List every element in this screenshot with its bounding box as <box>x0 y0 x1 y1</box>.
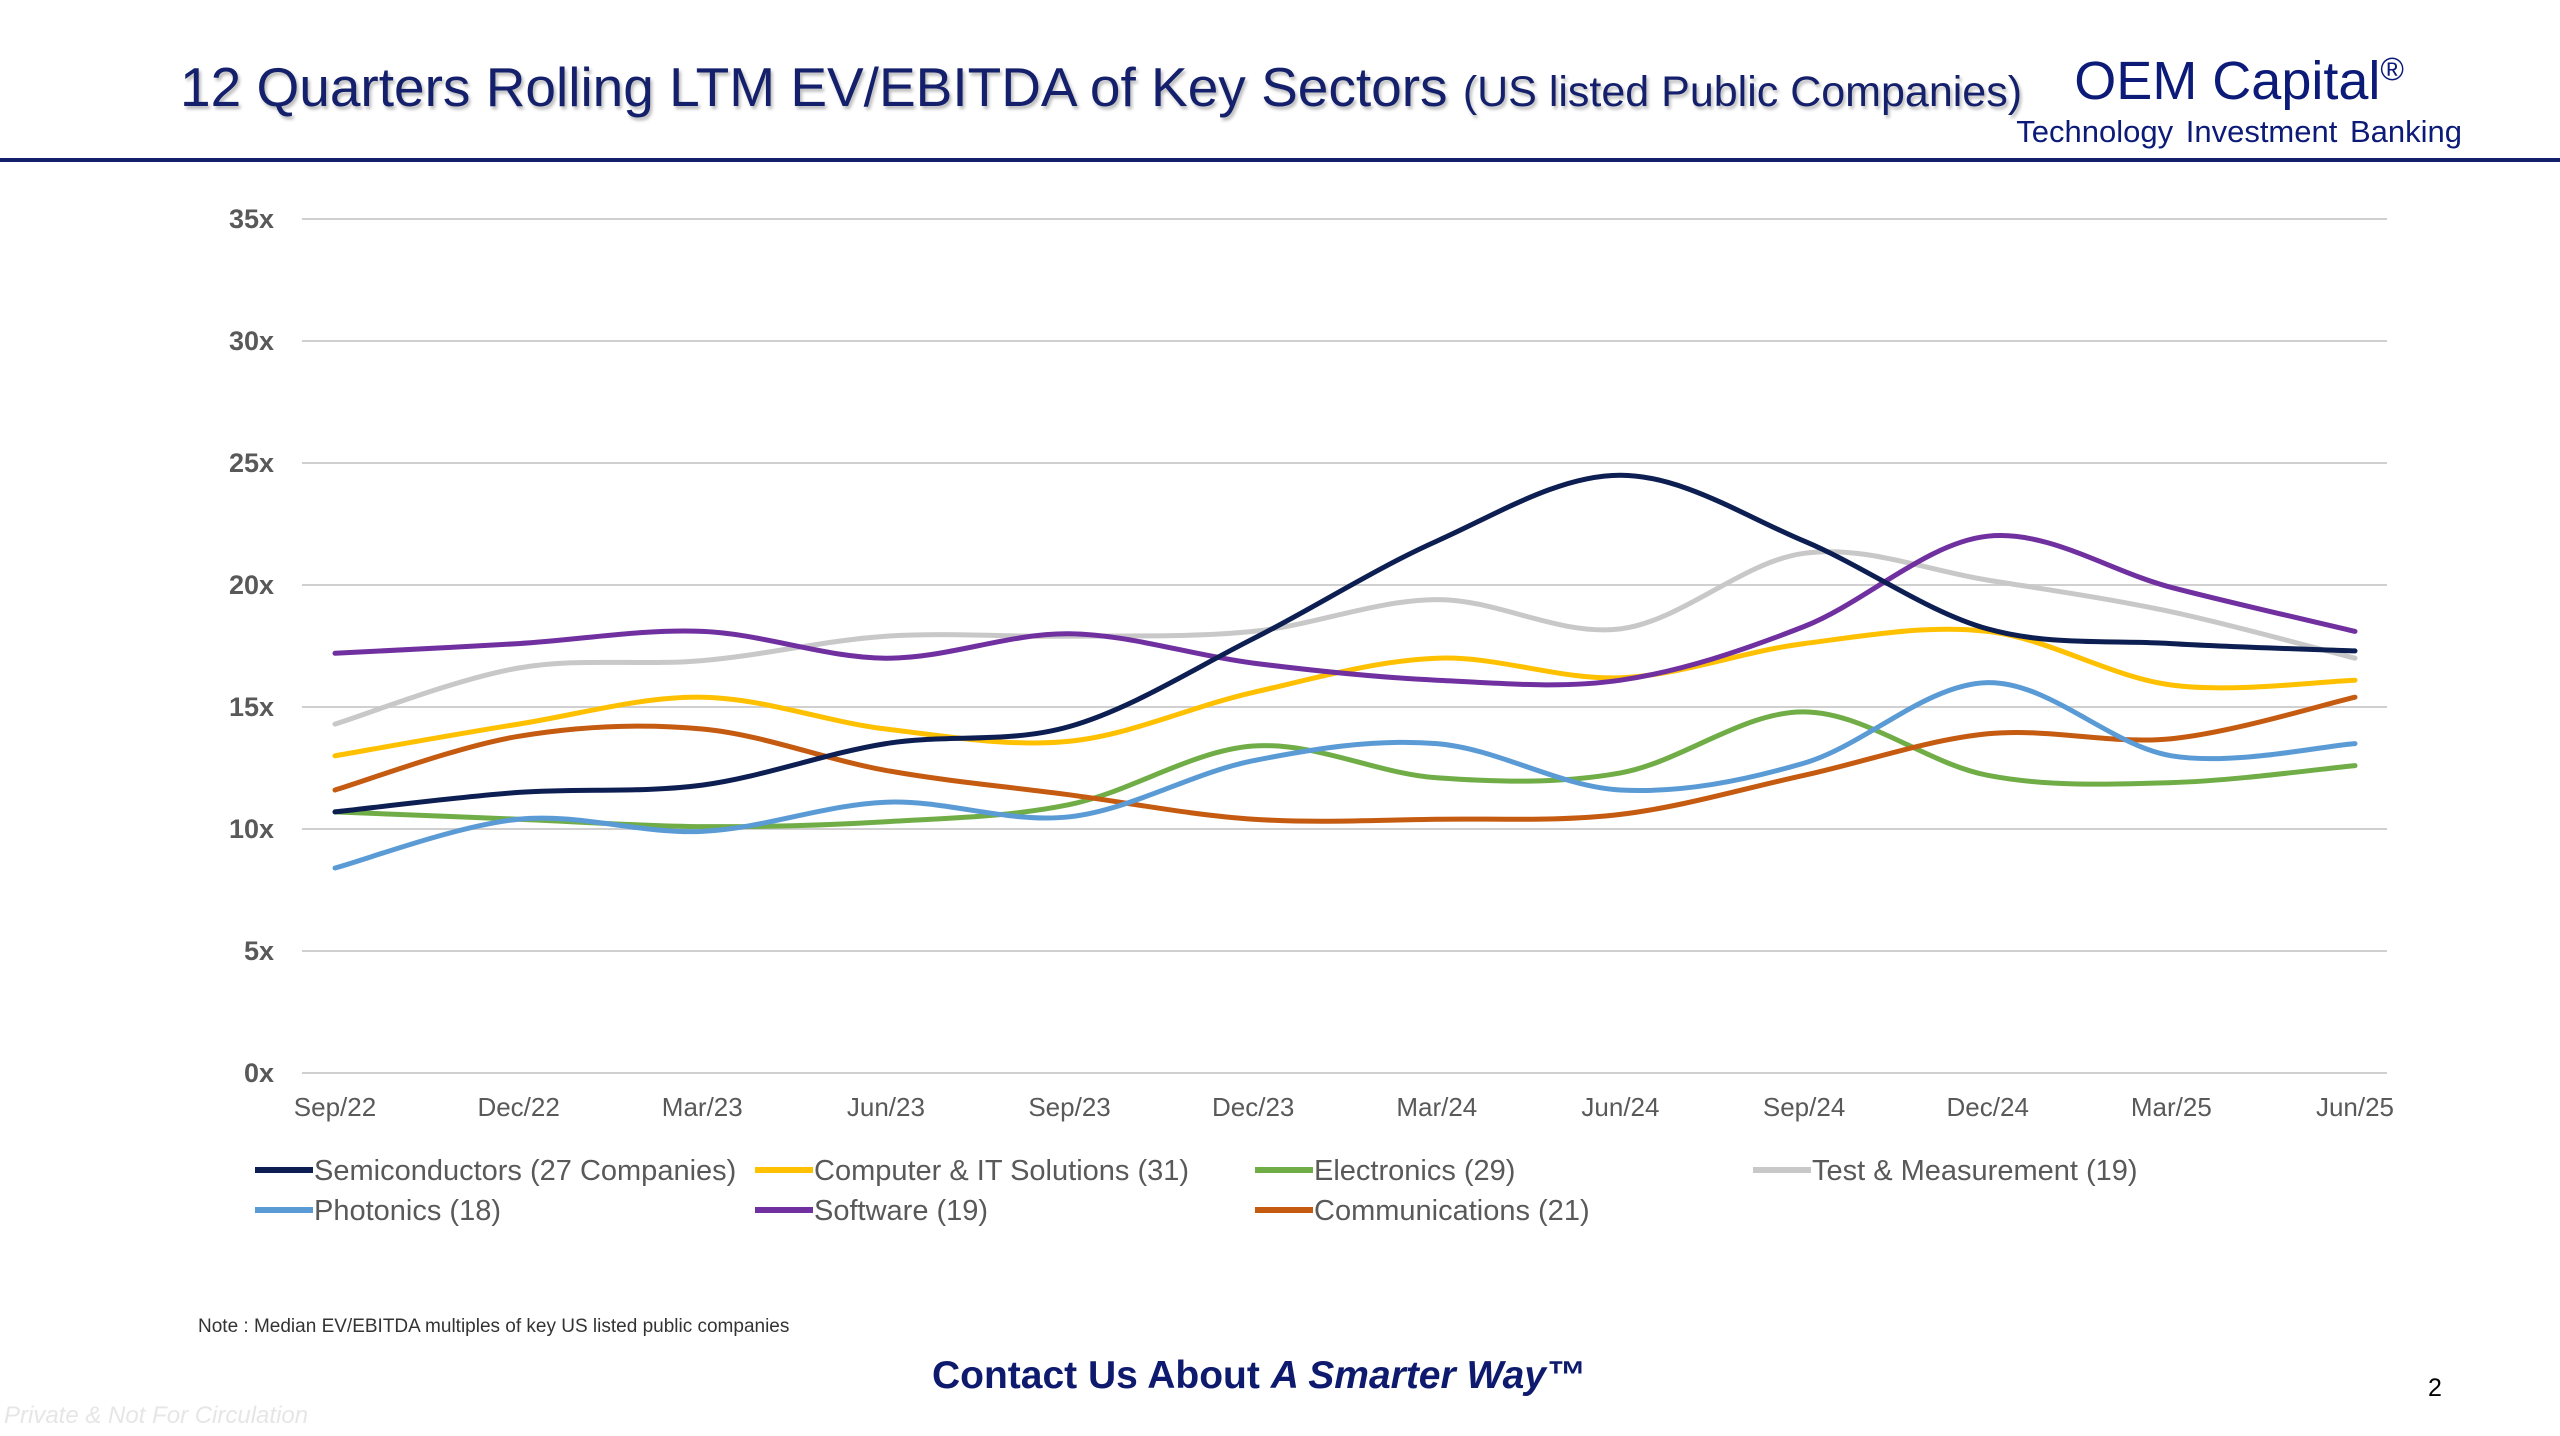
legend-item: Semiconductors (27 Companies) <box>255 1155 736 1187</box>
y-tick-label: 35x <box>229 204 274 234</box>
y-tick-label: 25x <box>229 448 274 478</box>
x-tick-label: Mar/25 <box>2131 1092 2212 1122</box>
legend-item: Electronics (29) <box>1255 1155 1515 1187</box>
legend-item: Test & Measurement (19) <box>1753 1155 2138 1187</box>
x-tick-label: Jun/24 <box>1581 1092 1659 1122</box>
y-tick-label: 30x <box>229 326 274 356</box>
series-line-semiconductors-27-companies <box>332 472 2358 815</box>
chart-series-lines <box>332 472 2358 871</box>
page-title: 12 Quarters Rolling LTM EV/EBITDA of Key… <box>180 55 2022 119</box>
legend-label: Electronics (29) <box>1314 1155 1515 1187</box>
y-tick-label: 10x <box>229 814 274 844</box>
series-line-software-19 <box>332 533 2358 688</box>
title-main: 12 Quarters Rolling LTM EV/EBITDA of Key… <box>180 56 1448 118</box>
chart-legend: Semiconductors (27 Companies) Computer & … <box>255 1155 2138 1227</box>
contact-emphasis: A Smarter Way™ <box>1270 1354 1585 1397</box>
x-tick-label: Sep/23 <box>1028 1092 1110 1122</box>
legend-label: Photonics (18) <box>314 1195 501 1227</box>
header-divider <box>0 158 2560 162</box>
x-tick-label: Jun/25 <box>2316 1092 2394 1122</box>
footnote: Note : Median EV/EBITDA multiples of key… <box>198 1316 790 1337</box>
x-tick-label: Dec/22 <box>477 1092 559 1122</box>
y-tick-label: 20x <box>229 570 274 600</box>
brand-name-line: OEM Capital® <box>2016 38 2462 112</box>
series-line-test-measurement-19 <box>332 549 2358 727</box>
brand-logo: OEM Capital® Technology Investment Banki… <box>2016 38 2462 152</box>
title-sub: (US listed Public Companies) <box>1462 68 2023 116</box>
brand-registered-mark: ® <box>2380 51 2404 87</box>
legend-item: Software (19) <box>755 1195 988 1227</box>
series-line-photonics-18 <box>332 680 2358 871</box>
confidentiality-watermark: Private & Not For Circulation <box>4 1402 309 1429</box>
legend-label: Communications (21) <box>1314 1195 1590 1227</box>
legend-label: Test & Measurement (19) <box>1812 1155 2138 1187</box>
legend-label: Semiconductors (27 Companies) <box>314 1155 736 1187</box>
series-line-electronics-29 <box>332 709 2358 830</box>
legend-label: Computer & IT Solutions (31) <box>814 1155 1189 1187</box>
y-tick-label: 5x <box>244 936 274 966</box>
legend-item: Computer & IT Solutions (31) <box>755 1155 1189 1187</box>
chart-gridlines <box>302 218 2387 1074</box>
x-tick-label: Sep/24 <box>1763 1092 1845 1122</box>
x-tick-label: Mar/24 <box>1396 1092 1477 1122</box>
contact-cta[interactable]: Contact Us About A Smarter Way™ <box>932 1354 1585 1398</box>
contact-prefix: Contact Us About <box>932 1354 1271 1397</box>
y-tick-label: 15x <box>229 692 274 722</box>
x-tick-label: Mar/23 <box>662 1092 743 1122</box>
x-tick-label: Dec/23 <box>1212 1092 1294 1122</box>
brand-name: OEM Capital <box>2074 51 2381 111</box>
legend-label: Software (19) <box>814 1195 988 1227</box>
page-number: 2 <box>2428 1374 2442 1402</box>
brand-tagline: Technology Investment Banking <box>2016 114 2462 149</box>
legend-item: Photonics (18) <box>255 1195 501 1227</box>
y-tick-label: 0x <box>244 1058 274 1088</box>
line-chart: 0x 5x 10x 15x 20x 25x 30x 35x Sep/22 Dec/22 Mar/2… <box>229 204 2394 1227</box>
x-tick-label: Sep/22 <box>294 1092 376 1122</box>
x-axis-tick-labels: Sep/22 Dec/22 Mar/23 Jun/23 Sep/23 Dec/23 Mar/… <box>294 1092 2394 1122</box>
series-line-communications-21 <box>332 694 2358 824</box>
x-tick-label: Jun/23 <box>847 1092 925 1122</box>
series-line-computer-it-solutions-31 <box>332 626 2358 759</box>
x-tick-label: Dec/24 <box>1947 1092 2029 1122</box>
y-axis-tick-labels: 0x 5x 10x 15x 20x 25x 30x 35x <box>229 204 274 1088</box>
legend-item: Communications (21) <box>1255 1195 1590 1227</box>
